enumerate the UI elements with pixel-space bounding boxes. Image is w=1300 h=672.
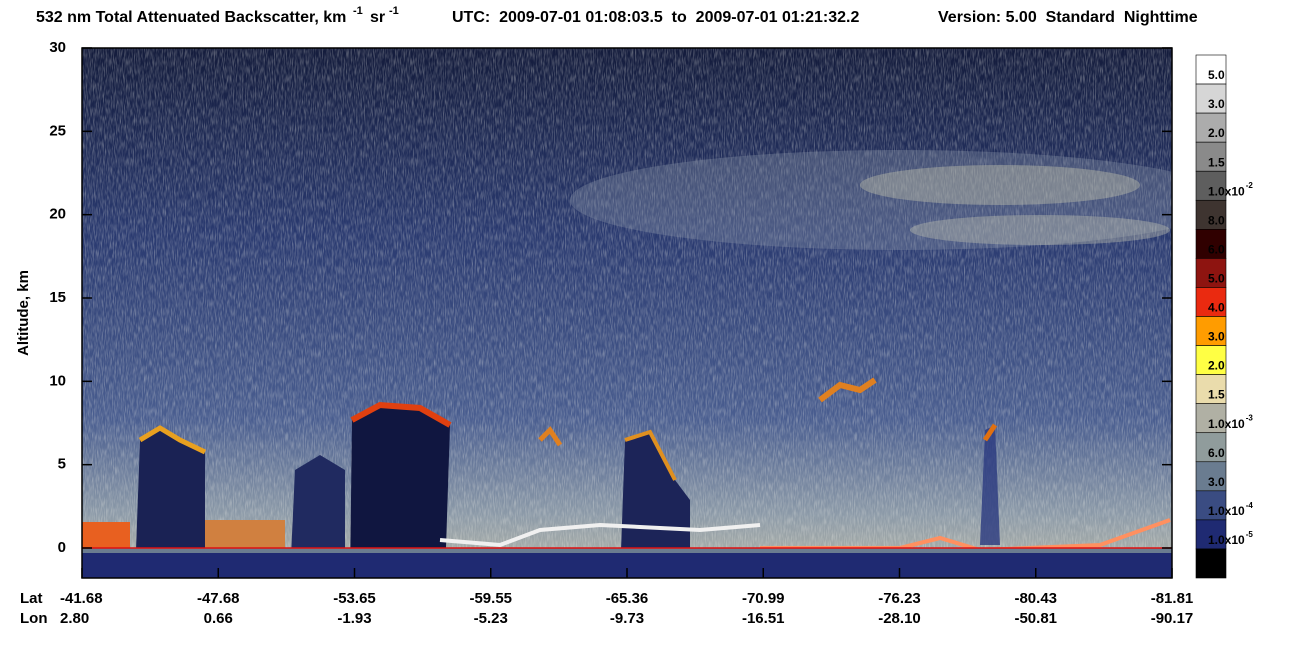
colorbar-label: 8.0 — [1208, 213, 1225, 227]
colorbar-label: 6.0 — [1208, 446, 1225, 460]
x-row-label: Lon — [20, 610, 48, 627]
colorbar-label: 4.0 — [1208, 301, 1225, 315]
colorbar-swatch — [1195, 432, 1227, 463]
x-tick-label-lon: -9.73 — [610, 610, 644, 627]
colorbar-label: 5.0 — [1208, 271, 1225, 285]
colorbar-swatch — [1195, 287, 1227, 317]
low-clouds — [82, 377, 1171, 578]
colorbar-label: 1.5 — [1208, 155, 1225, 169]
x-tick-label-lat: -41.68 — [60, 590, 103, 607]
colorbar-swatch — [1195, 548, 1227, 579]
x-tick-label-lon: 2.80 — [60, 610, 89, 627]
y-tick-label: 5 — [58, 456, 66, 473]
backscatter-image — [82, 48, 1172, 578]
x-tick-label-lon: -28.10 — [878, 610, 921, 627]
x-tick-label-lat: -80.43 — [1014, 590, 1057, 607]
x-tick-label-lon: 0.66 — [204, 610, 233, 627]
colorbar-label: 2.0 — [1208, 359, 1225, 373]
colorbar-label: 1.0x10 — [1208, 184, 1245, 198]
x-tick-label-lat: -53.65 — [333, 590, 376, 607]
x-tick-label-lat: -65.36 — [606, 590, 649, 607]
colorbar-label: 1.0x10 — [1208, 533, 1245, 547]
x-tick-label-lat: -76.23 — [878, 590, 921, 607]
colorbar-swatch — [1195, 141, 1227, 172]
colorbar-swatch — [1195, 490, 1227, 521]
colorbar-label: 2.0 — [1208, 126, 1225, 140]
colorbar-swatch — [1195, 170, 1227, 201]
colorbar-label-exponent: -4 — [1246, 501, 1254, 510]
title-time: UTC: 2009-07-01 01:08:03.5 to 2009-07-01… — [452, 9, 859, 26]
y-tick-label: 20 — [49, 206, 66, 223]
x-tick-label-lon: -16.51 — [742, 610, 785, 627]
y-tick-label: 15 — [49, 289, 66, 306]
y-axis-label: Altitude, km — [15, 270, 32, 356]
title-exponent: -1 — [389, 5, 399, 17]
x-tick-label-lat: -59.55 — [469, 590, 512, 607]
x-row-label: Lat — [20, 590, 43, 607]
colorbar-label: 6.0 — [1208, 242, 1225, 256]
colorbar-swatch — [1195, 258, 1227, 288]
y-tick-label: 0 — [58, 539, 66, 556]
x-tick-label-lat: -47.68 — [197, 590, 240, 607]
colorbar-label: 3.0 — [1208, 475, 1225, 489]
colorbar-label-exponent: -3 — [1246, 414, 1254, 423]
colorbar-swatch — [1195, 461, 1227, 492]
colorbar-swatch — [1195, 112, 1227, 143]
colorbar: 5.03.02.01.51.0x10 -28.06.05.04.03.02.01.… — [1195, 54, 1254, 579]
colorbar-swatch — [1195, 374, 1227, 404]
x-tick-label-lat: -70.99 — [742, 590, 785, 607]
colorbar-label-exponent: -5 — [1246, 530, 1254, 539]
colorbar-label: 5.0 — [1208, 68, 1225, 82]
title-units: sr — [370, 9, 385, 26]
y-tick-label: 25 — [49, 122, 66, 139]
x-tick-label-lon: -50.81 — [1014, 610, 1057, 627]
colorbar-label: 3.0 — [1208, 97, 1225, 111]
title: 532 nm Total Attenuated Backscatter, km … — [36, 5, 1198, 26]
x-tick-label-lon: -5.23 — [474, 610, 508, 627]
colorbar-label: 1.0x10 — [1208, 504, 1245, 518]
y-tick-label: 30 — [49, 39, 66, 56]
y-tick-label: 10 — [49, 372, 66, 389]
x-tick-label-lat: -81.81 — [1151, 590, 1194, 607]
x-tick-label-lon: -90.17 — [1151, 610, 1194, 627]
colorbar-swatch — [1195, 229, 1227, 259]
x-tick-label-lon: -1.93 — [337, 610, 371, 627]
title-quantity: 532 nm Total Attenuated Backscatter, km — [36, 9, 346, 26]
colorbar-swatch — [1195, 199, 1227, 230]
title-version: Version: 5.00 Standard Nighttime — [938, 9, 1198, 26]
colorbar-label: 1.0x10 — [1208, 417, 1245, 431]
colorbar-swatch — [1195, 316, 1227, 346]
title-exponent: -1 — [353, 5, 363, 17]
colorbar-label: 1.5 — [1208, 388, 1225, 402]
colorbar-label-exponent: -2 — [1246, 181, 1254, 190]
colorbar-label: 3.0 — [1208, 330, 1225, 344]
